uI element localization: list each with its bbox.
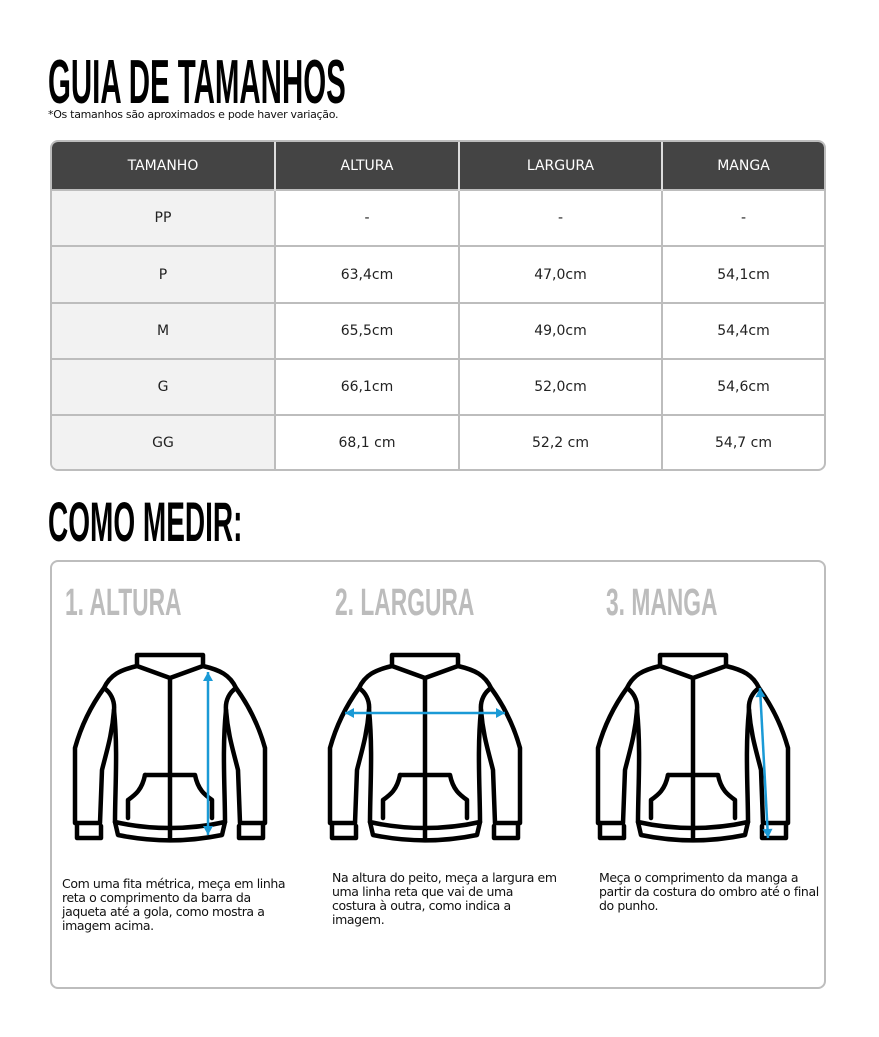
table-row: P 63,4cm 47,0cm 54,1cm — [52, 245, 824, 303]
step-description: Na altura do peito, meça a largura em um… — [332, 870, 557, 927]
jacket-illustration — [60, 640, 280, 850]
measure-cell: 54,6cm — [662, 358, 824, 416]
step-label: 1. ALTURA — [65, 582, 182, 624]
table-row: G 66,1cm 52,0cm 54,6cm — [52, 358, 824, 416]
table-row: GG 68,1 cm 52,2 cm 54,7 cm — [52, 414, 824, 469]
measure-cell: 65,5cm — [275, 301, 460, 360]
col-header: LARGURA — [459, 142, 663, 190]
jacket-icon — [330, 655, 520, 840]
size-cell: G — [52, 358, 276, 416]
measure-cell: 63,4cm — [275, 245, 460, 303]
col-header: TAMANHO — [52, 142, 276, 190]
col-header: MANGA — [662, 142, 824, 190]
size-cell: M — [52, 301, 276, 360]
jacket-icon — [75, 655, 265, 840]
measure-cell: 49,0cm — [459, 301, 663, 360]
measure-cell: 54,1cm — [662, 245, 824, 303]
table-row: M 65,5cm 49,0cm 54,4cm — [52, 301, 824, 360]
measure-cell: 68,1 cm — [275, 414, 460, 469]
measure-arrow-icon — [345, 708, 505, 718]
measure-cell: - — [459, 188, 663, 247]
measure-cell: 66,1cm — [275, 358, 460, 416]
size-note: *Os tamanhos são aproximados e pode have… — [48, 108, 339, 121]
measure-cell: 52,0cm — [459, 358, 663, 416]
jacket-icon — [598, 655, 788, 840]
measure-cell: - — [275, 188, 460, 247]
measure-cell: 54,4cm — [662, 301, 824, 360]
measure-cell: 54,7 cm — [662, 414, 824, 469]
page-title: GUIA DE TAMANHOS — [48, 48, 346, 117]
size-cell: PP — [52, 188, 276, 247]
jacket-illustration — [583, 640, 803, 850]
measure-cell: - — [662, 188, 824, 247]
size-cell: GG — [52, 414, 276, 469]
measure-cell: 47,0cm — [459, 245, 663, 303]
jacket-illustration — [315, 640, 535, 850]
step-label: 3. MANGA — [606, 582, 718, 624]
measure-arrow-icon — [203, 672, 213, 835]
col-header: ALTURA — [275, 142, 460, 190]
step-description: Com uma fita métrica, meça em linha reta… — [62, 876, 286, 933]
measure-arrow-icon — [755, 687, 773, 839]
size-cell: P — [52, 245, 276, 303]
how-to-measure-title: COMO MEDIR: — [48, 490, 243, 553]
table-header: TAMANHO ALTURA LARGURA MANGA — [52, 142, 824, 190]
step-description: Meça o comprimento da manga a partir da … — [599, 870, 819, 913]
step-label: 2. LARGURA — [335, 582, 475, 624]
measure-cell: 52,2 cm — [459, 414, 663, 469]
how-to-measure-panel — [50, 560, 826, 989]
size-table: TAMANHO ALTURA LARGURA MANGA PP - - - P 63,4c… — [50, 140, 826, 471]
table-row: PP - - - — [52, 188, 824, 247]
